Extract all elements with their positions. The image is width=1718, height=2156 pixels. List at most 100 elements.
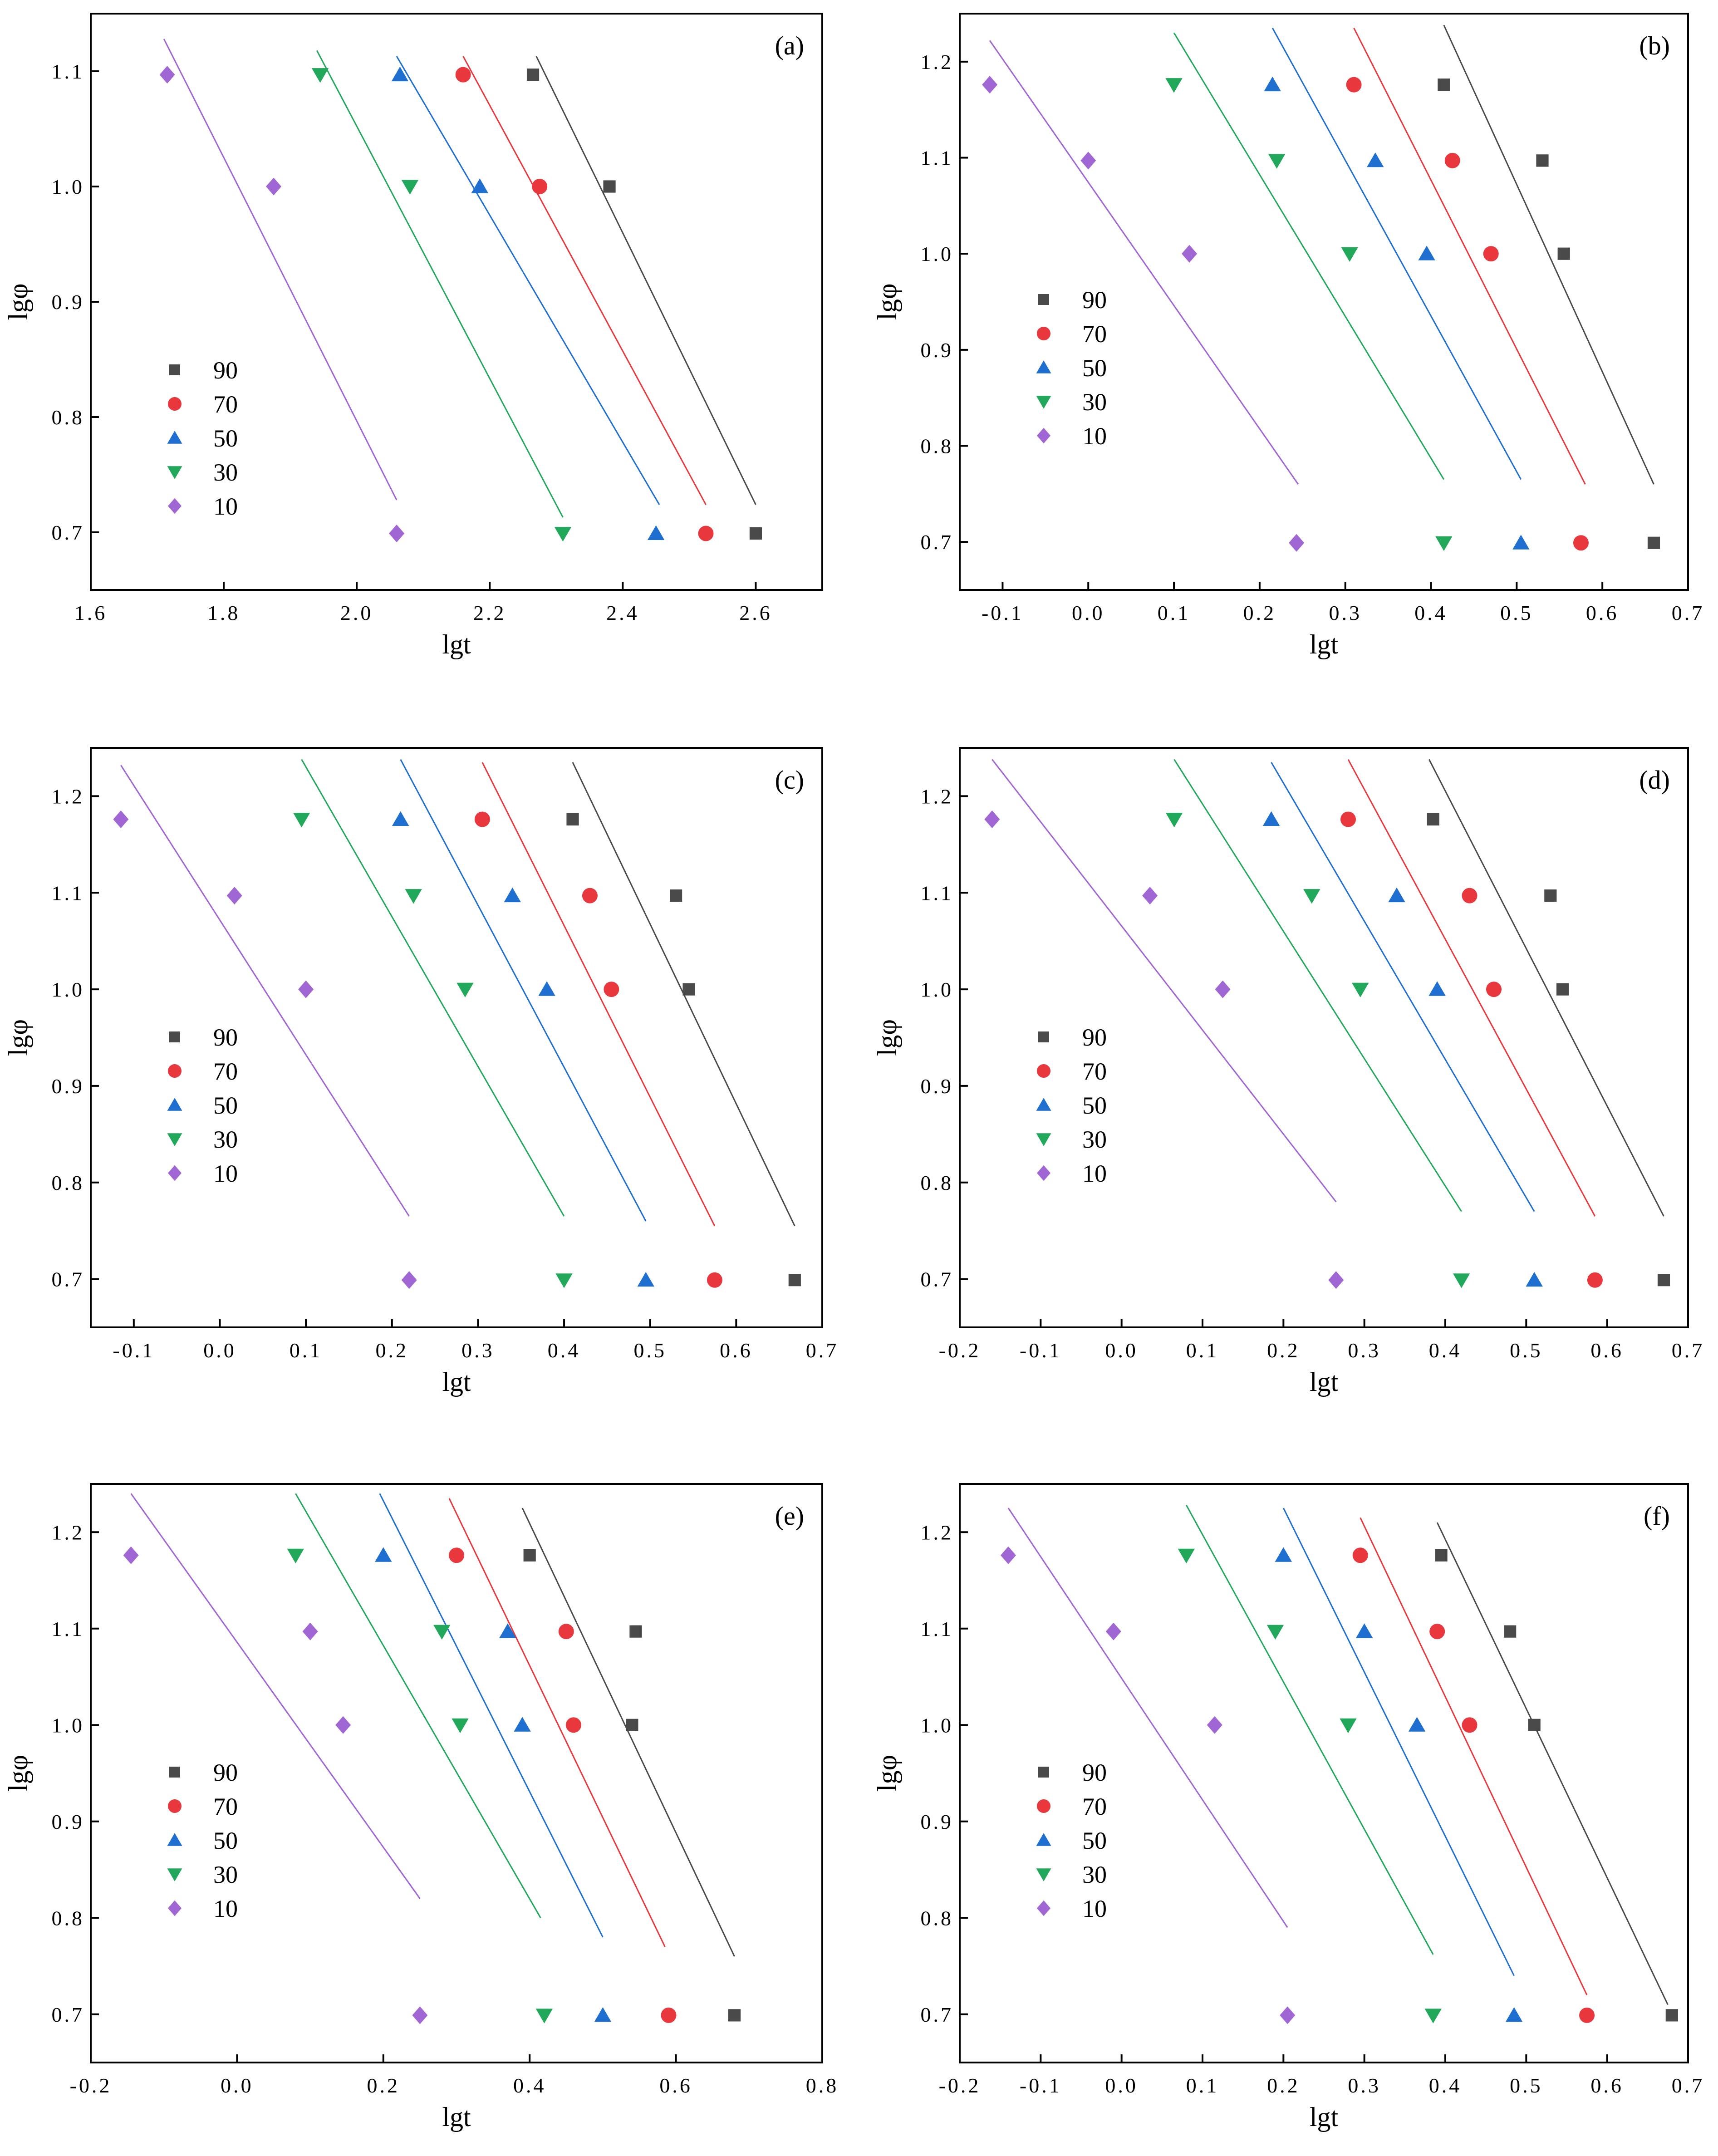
x-axis-label: lgt	[442, 629, 471, 659]
data-point	[1557, 247, 1570, 260]
data-point	[1505, 2007, 1523, 2022]
data-point	[1352, 982, 1369, 997]
legend-label: 50	[213, 1092, 238, 1119]
fit-line	[1186, 1505, 1434, 1955]
chart-panel: -0.1 0.0 0.1 0.2 0.3 0.4 0.5 0.6 0.7 0.7 0.8 0.9 1.0…	[872, 13, 1702, 659]
y-tick-label: 1.2	[52, 1521, 85, 1544]
x-tick-label: 0.0	[1105, 1339, 1138, 1362]
y-tick-label: 0.7	[52, 521, 85, 544]
legend-label: 70	[1082, 1058, 1107, 1085]
x-tick-label: 0.4	[1429, 1339, 1462, 1362]
y-axis-label: lgφ	[3, 1755, 33, 1792]
legend: 90 70 50 30 10	[1036, 286, 1107, 450]
data-point	[375, 1547, 392, 1562]
data-point	[603, 180, 616, 193]
data-point	[1388, 887, 1405, 903]
y-tick-label: 0.8	[52, 1171, 85, 1194]
x-tick-label: 0.1	[1186, 2074, 1219, 2097]
data-point	[335, 1716, 351, 1734]
x-tick-label: -0.1	[1020, 2074, 1062, 2097]
fit-line	[1173, 759, 1462, 1212]
data-point	[1428, 981, 1446, 996]
legend-label: 70	[213, 391, 238, 418]
data-point	[287, 1548, 304, 1564]
data-point	[682, 983, 695, 996]
fit-line	[1443, 25, 1654, 485]
data-point	[1178, 1548, 1195, 1564]
x-tick-label: 1.8	[207, 601, 241, 624]
y-tick-label: 0.8	[52, 406, 85, 429]
legend-label: 30	[1082, 388, 1107, 416]
data-point	[1424, 2009, 1442, 2023]
data-point	[504, 887, 521, 903]
x-tick-label: 2.0	[340, 601, 373, 624]
data-point	[1453, 1273, 1470, 1288]
legend-marker	[169, 1031, 180, 1042]
legend-label: 10	[1082, 422, 1107, 450]
data-point	[456, 982, 474, 997]
x-tick-label: 0.6	[659, 2074, 692, 2097]
fit-line	[295, 1493, 541, 1919]
y-tick-label: 0.8	[921, 435, 954, 458]
x-tick-label: 0.5	[1510, 1339, 1543, 1362]
data-point	[1340, 811, 1356, 827]
x-tick-label: 0.2	[1267, 1339, 1300, 1362]
fit-line	[379, 1493, 604, 1938]
x-tick-label: 0.2	[1267, 2074, 1300, 2097]
chart-panel: 1.6 1.8 2.0 2.2 2.4 2.6 0.7 0.8 0.9 1.0 1.1 lgt lgφ (…	[3, 13, 823, 659]
data-point	[389, 524, 405, 543]
data-point	[392, 811, 409, 826]
data-point	[1280, 2006, 1296, 2024]
legend-marker	[167, 1133, 182, 1146]
data-point	[266, 177, 281, 196]
plot-frame	[90, 13, 823, 591]
y-tick-label: 1.0	[921, 978, 954, 1001]
legend-label: 50	[1082, 1092, 1107, 1119]
data-point	[1587, 1272, 1603, 1288]
legend-label: 90	[213, 1759, 238, 1786]
data-point	[647, 525, 665, 540]
x-tick-label: 0.5	[1500, 601, 1533, 624]
fit-line	[130, 1493, 421, 1899]
x-tick-label: -0.1	[1020, 1339, 1062, 1362]
chart-panel: -0.1 0.0 0.1 0.2 0.3 0.4 0.5 0.6 0.7 0.7 0.8 0.9 1.0…	[3, 747, 836, 1397]
legend-marker	[1037, 427, 1050, 444]
y-tick-label: 0.7	[921, 2003, 954, 2026]
data-point	[788, 1274, 801, 1287]
legend-marker	[168, 1165, 182, 1181]
fit-line	[400, 759, 647, 1222]
y-tick-label: 0.7	[52, 1268, 85, 1291]
data-point	[1579, 2007, 1595, 2023]
x-tick-label: 0.6	[1590, 2074, 1624, 2097]
data-point	[1429, 1624, 1445, 1640]
data-point	[1435, 1549, 1448, 1562]
fit-line	[163, 39, 398, 501]
y-tick-label: 0.9	[921, 1075, 954, 1098]
fit-line	[535, 56, 756, 505]
panel-label: (c)	[775, 765, 804, 795]
data-point	[555, 1273, 573, 1288]
data-point	[1352, 1547, 1368, 1563]
x-tick-label: -0.1	[113, 1339, 155, 1362]
fit-line	[301, 759, 565, 1217]
data-point	[1303, 889, 1320, 904]
data-point	[159, 66, 175, 84]
legend-marker	[168, 397, 182, 411]
data-point	[1262, 811, 1280, 826]
legend-marker	[1036, 1868, 1051, 1881]
data-point	[1483, 246, 1499, 262]
data-point	[532, 179, 548, 194]
panel-label: (b)	[1639, 31, 1670, 60]
x-tick-label: 0.0	[203, 1339, 236, 1362]
fit-line	[316, 50, 564, 518]
y-tick-label: 1.1	[921, 147, 954, 170]
x-tick-label: -0.2	[70, 2074, 112, 2097]
x-tick-label: 0.2	[1243, 601, 1276, 624]
x-tick-label: 0.2	[367, 2074, 400, 2097]
plot-frame	[959, 1483, 1689, 2063]
data-point	[1346, 77, 1362, 93]
legend-label: 30	[213, 1126, 238, 1153]
x-tick-label: -0.2	[939, 2074, 981, 2097]
legend-marker	[167, 1098, 182, 1111]
fit-line	[1271, 28, 1522, 480]
